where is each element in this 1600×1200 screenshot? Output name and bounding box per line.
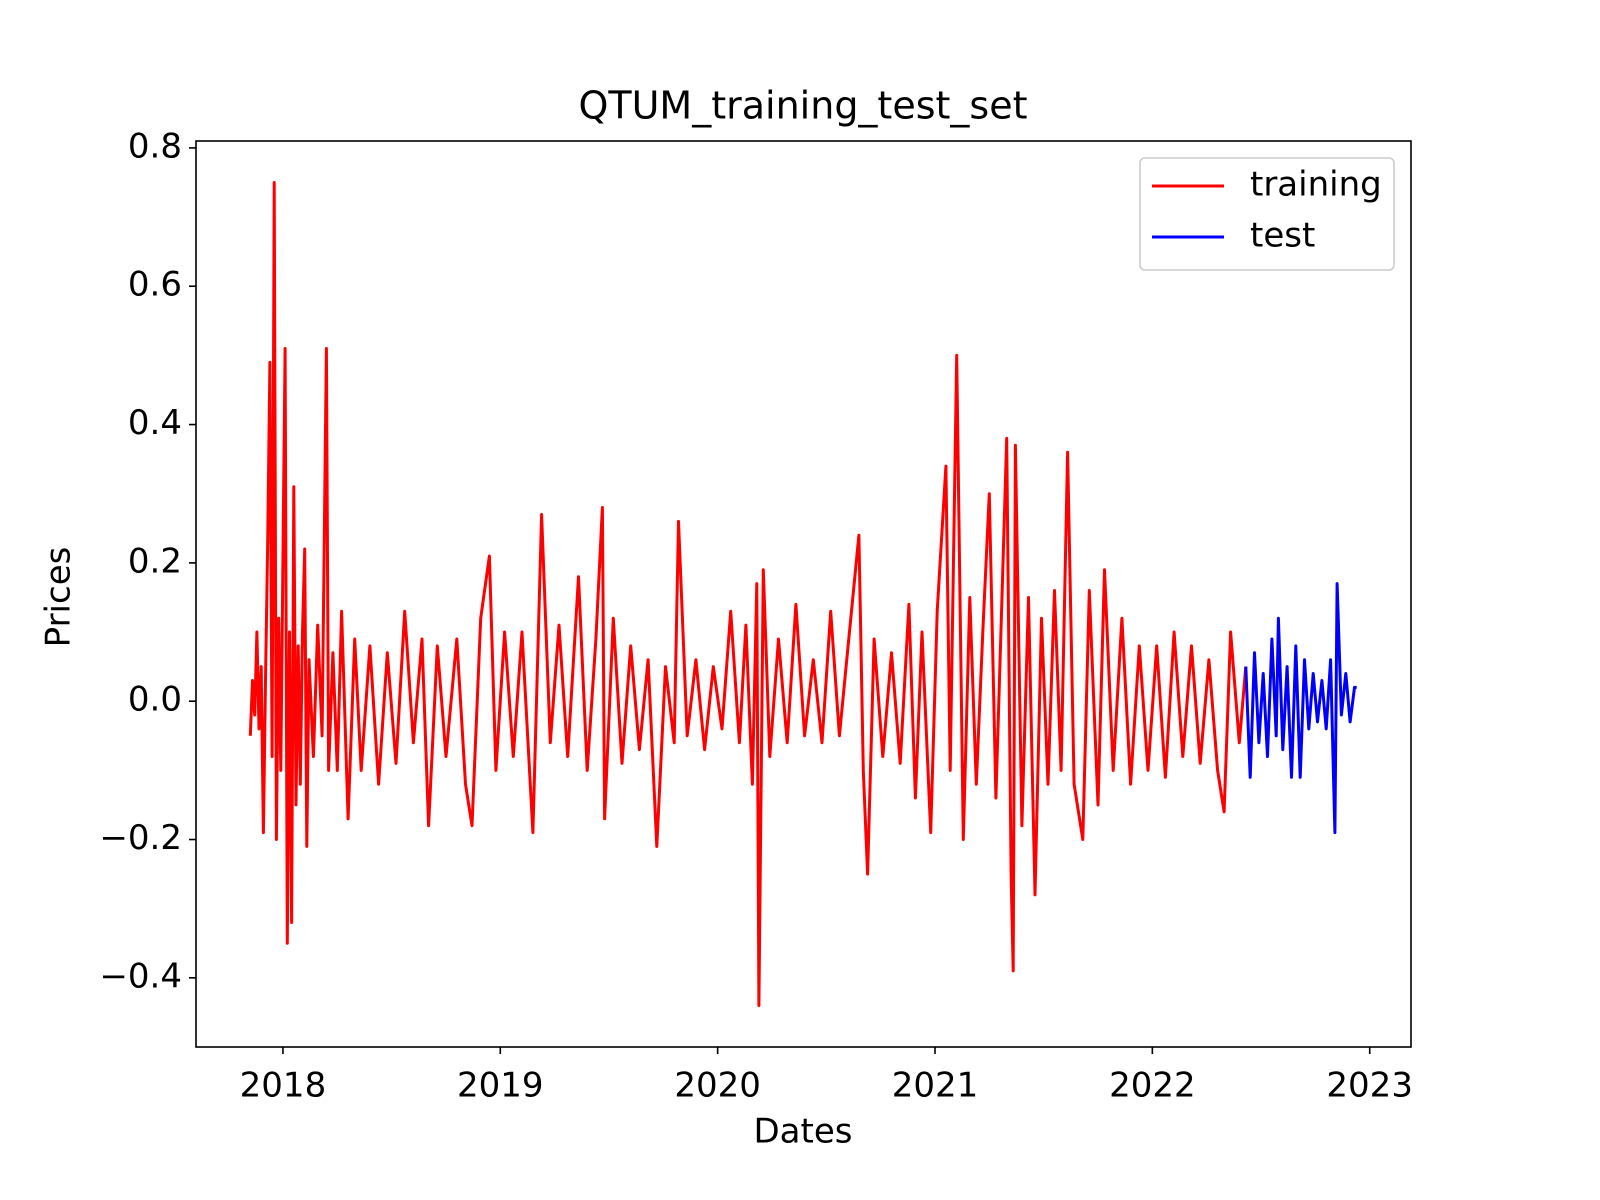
y-axis-label: Prices	[39, 547, 79, 648]
series-line	[1244, 582, 1357, 835]
chart-title: QTUM_training_test_set	[579, 84, 1028, 128]
x-tick-label: 2022	[1109, 1066, 1196, 1106]
y-tick-label: 0.4	[128, 403, 182, 443]
y-tick-label: −0.2	[99, 818, 182, 858]
x-axis-label: Dates	[754, 1112, 853, 1152]
x-tick-label: 2019	[457, 1066, 544, 1106]
legend-label: training	[1250, 165, 1382, 205]
x-tick-label: 2020	[674, 1066, 761, 1106]
x-tick-label: 2023	[1326, 1066, 1413, 1106]
x-tick-label: 2018	[240, 1066, 327, 1106]
plot-frame	[195, 140, 1412, 1048]
y-tick-label: 0.8	[128, 126, 182, 166]
y-tick-label: −0.4	[99, 956, 182, 996]
y-tick-label: 0.0	[128, 680, 182, 720]
y-tick-label: 0.2	[128, 541, 182, 581]
legend: training test	[1139, 157, 1395, 271]
y-tick-label: 0.6	[128, 265, 182, 305]
series-line	[248, 181, 1248, 1007]
x-tick-label: 2021	[892, 1066, 979, 1106]
legend-label: test	[1250, 216, 1315, 256]
